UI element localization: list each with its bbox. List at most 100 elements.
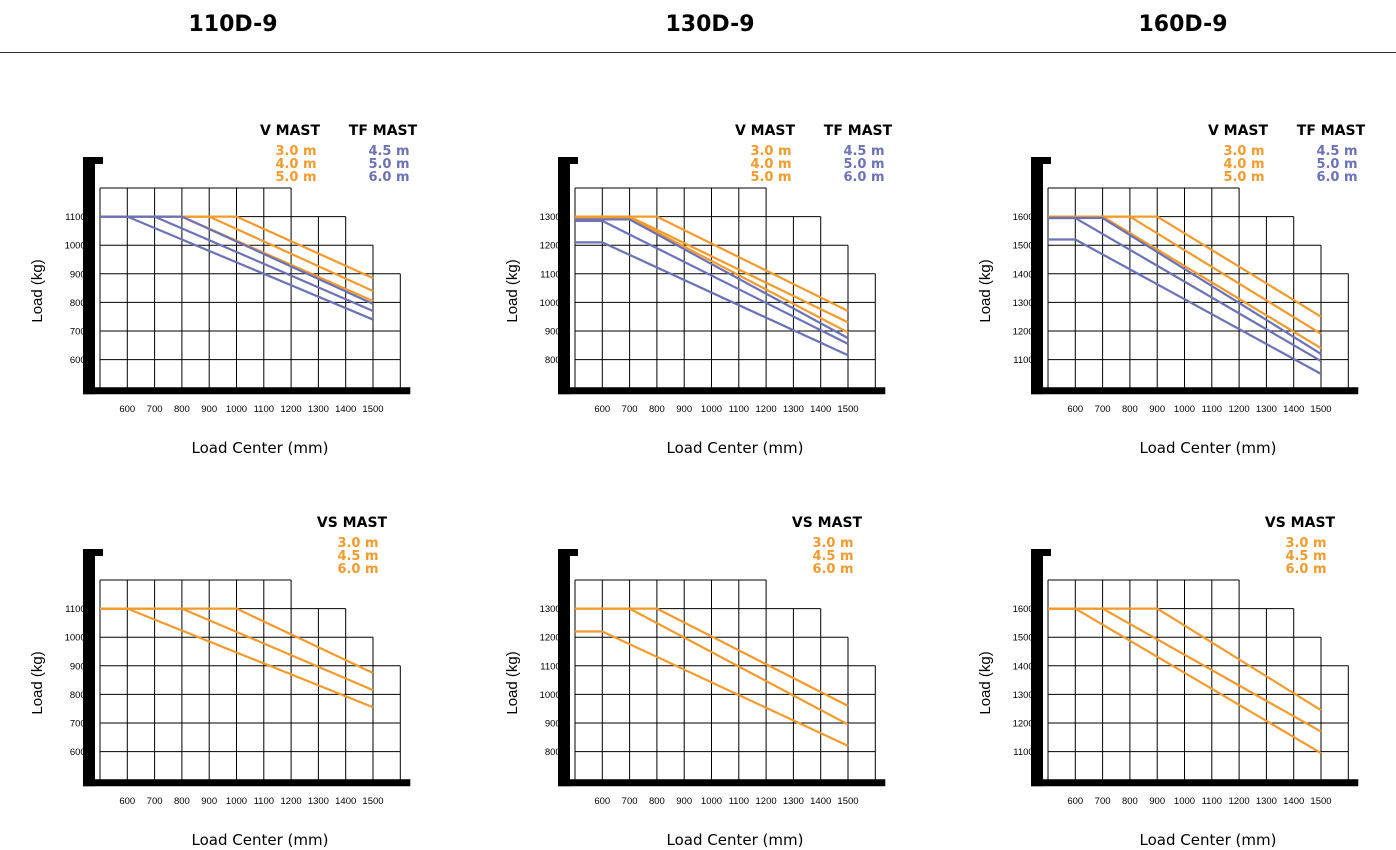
y-tick-label: 13000	[1013, 298, 1039, 309]
x-tick-label: 600	[594, 796, 610, 807]
legend-header-vs-mast: VS MAST	[317, 515, 388, 531]
y-tick-label: 13000	[540, 604, 566, 615]
x-tick-label: 1200	[756, 796, 777, 807]
x-tick-label: 800	[174, 404, 190, 415]
legend-vs-mast-height: 6.0 m	[812, 562, 853, 577]
x-axis-label: Load Center (mm)	[1140, 831, 1277, 849]
model-title-110d9: 110D-9	[188, 12, 278, 37]
mast-upright	[1031, 157, 1043, 395]
x-tick-label: 1500	[362, 796, 383, 807]
mast-frame	[558, 549, 886, 787]
legend-tf-mast-height: 5.0 m	[843, 157, 884, 172]
y-tick-label: 13000	[540, 212, 566, 223]
legend-v-mast-height: 5.0 m	[750, 170, 791, 185]
mast-frame	[1031, 549, 1359, 787]
legend-header-v-mast: V MAST	[260, 123, 321, 139]
series-line-2	[575, 607, 849, 726]
legend-tf-mast-height: 6.0 m	[843, 170, 884, 185]
legend-vs-mast-height: 3.0 m	[337, 536, 378, 551]
y-tick-label: 11000	[540, 269, 566, 280]
y-tick-label: 7000	[70, 327, 91, 338]
x-tick-label: 1100	[729, 404, 749, 415]
mast-upright	[83, 157, 95, 395]
y-tick-label: 14000	[1013, 661, 1039, 672]
x-tick-label: 1500	[362, 404, 383, 415]
legend-header-tf-mast: TF MAST	[349, 123, 418, 139]
legend-v-mast-height: 3.0 m	[750, 144, 791, 159]
series-line-5	[1048, 216, 1322, 362]
series-line-5	[575, 219, 849, 345]
x-tick-label: 700	[1095, 404, 1111, 415]
x-tick-label: 700	[147, 404, 163, 415]
legend-v-mast-height: 5.0 m	[1223, 170, 1264, 185]
x-tick-label: 1500	[1310, 404, 1331, 415]
legend-v-mast-height: 3.0 m	[275, 144, 316, 159]
y-tick-label: 16000	[1013, 212, 1039, 223]
y-axis-label: Load (kg)	[977, 259, 994, 322]
legend-tf-mast-height: 4.5 m	[1316, 144, 1357, 159]
y-axis-label: Load (kg)	[29, 259, 46, 322]
x-tick-label: 1100	[1202, 404, 1222, 415]
y-tick-label: 12000	[1013, 719, 1039, 730]
y-tick-label: 10000	[65, 241, 91, 252]
x-tick-label: 1100	[254, 404, 274, 415]
x-axis-label: Load Center (mm)	[667, 831, 804, 849]
x-tick-label: 1000	[1174, 404, 1195, 415]
series-line-3	[100, 607, 374, 709]
legend-v-mast-height: 4.0 m	[275, 157, 316, 172]
y-tick-label: 12000	[540, 633, 566, 644]
x-tick-label: 600	[119, 796, 135, 807]
x-tick-label: 1400	[810, 796, 831, 807]
y-tick-label: 12000	[540, 241, 566, 252]
y-tick-label: 10000	[65, 633, 91, 644]
x-tick-label: 1200	[1229, 796, 1250, 807]
x-tick-label: 1500	[1310, 796, 1331, 807]
legend-tf-mast-height: 6.0 m	[368, 170, 409, 185]
x-tick-label: 1000	[1174, 796, 1195, 807]
x-tick-label: 700	[147, 796, 163, 807]
y-tick-label: 14000	[1013, 269, 1039, 280]
x-tick-label: 900	[676, 404, 692, 415]
chart-130d9-vtf: 8000 9000 10000 11000 12000 13000 600 700 800 900…	[504, 123, 893, 457]
x-tick-label: 1000	[226, 796, 247, 807]
x-tick-label: 900	[1149, 404, 1165, 415]
mast-upright	[83, 549, 95, 787]
x-tick-label: 1300	[783, 404, 804, 415]
y-tick-label: 11000	[1013, 747, 1039, 758]
legend-header-vs-mast: VS MAST	[1265, 515, 1336, 531]
model-header: 110D-9 130D-9 160D-9	[0, 0, 1396, 53]
legend-vs-mast-height: 3.0 m	[1285, 536, 1326, 551]
mast-upright	[558, 157, 570, 395]
x-tick-label: 1500	[837, 404, 858, 415]
legend-header-vs-mast: VS MAST	[792, 515, 863, 531]
x-tick-label: 800	[649, 796, 665, 807]
legend-v-mast-height: 5.0 m	[275, 170, 316, 185]
chart-160d9-vs: 11000 12000 13000 14000 15000 16000 600 700 800 9…	[977, 515, 1359, 849]
y-tick-label: 10000	[540, 690, 566, 701]
x-tick-label: 600	[594, 404, 610, 415]
x-tick-label: 1000	[701, 796, 722, 807]
x-tick-label: 1300	[783, 796, 804, 807]
series-line-3	[575, 630, 849, 747]
x-tick-label: 700	[1095, 796, 1111, 807]
x-axis-label: Load Center (mm)	[192, 831, 329, 849]
series-line-6	[575, 241, 849, 357]
y-tick-label: 13000	[1013, 690, 1039, 701]
y-tick-label: 8000	[70, 298, 91, 309]
y-tick-label: 15000	[1013, 633, 1039, 644]
x-tick-label: 900	[201, 404, 217, 415]
x-tick-label: 1400	[1283, 796, 1304, 807]
legend-v-mast-height: 3.0 m	[1223, 144, 1264, 159]
chart-130d9-vs: 8000 9000 10000 11000 12000 13000 600 700 800 900…	[504, 515, 886, 849]
x-tick-label: 1200	[756, 404, 777, 415]
x-tick-label: 1400	[1283, 404, 1304, 415]
series-line-3	[575, 216, 849, 334]
y-tick-label: 9000	[545, 327, 566, 338]
y-tick-label: 9000	[70, 269, 91, 280]
y-axis-label: Load (kg)	[29, 651, 46, 714]
y-tick-label: 8000	[70, 690, 91, 701]
x-tick-label: 1200	[1229, 404, 1250, 415]
x-tick-label: 1100	[1202, 796, 1222, 807]
series-line-4	[575, 218, 849, 340]
